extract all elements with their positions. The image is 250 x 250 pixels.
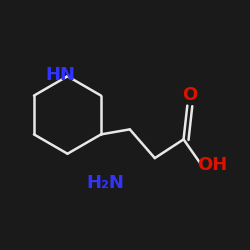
Text: H₂N: H₂N <box>86 174 124 192</box>
Text: OH: OH <box>198 156 228 174</box>
Text: HN: HN <box>45 66 75 84</box>
Text: O: O <box>182 86 198 104</box>
